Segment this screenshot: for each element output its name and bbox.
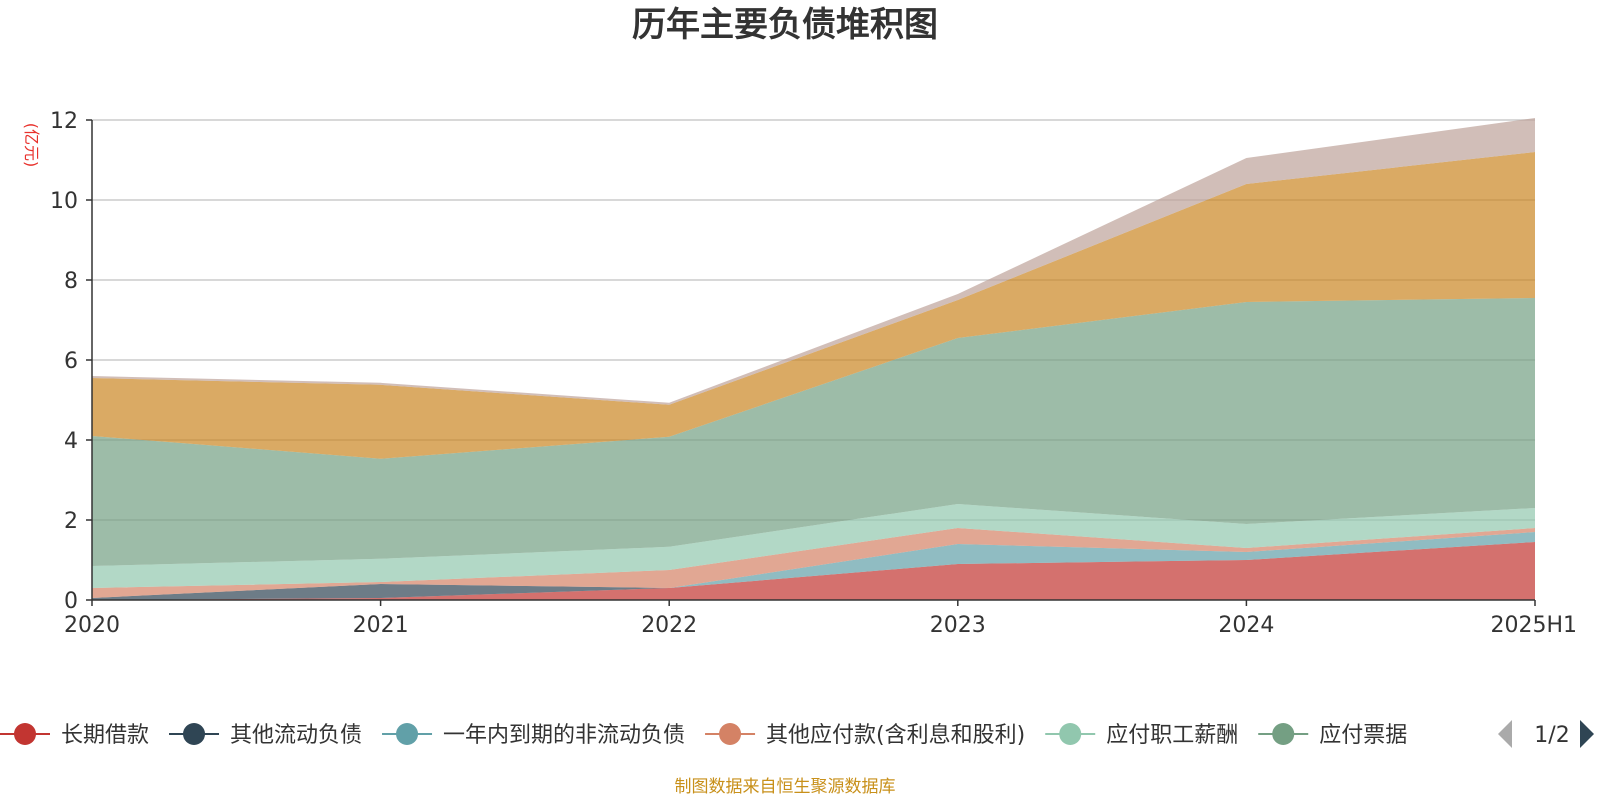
legend-items: 长期借款 其他流动负债 一年内到期的非流动负债 其他应付款(含利息和股利) 应付职工薪酬… [0,723,1407,748]
area-6 [92,152,1535,459]
legend-next-icon[interactable] [1580,720,1594,748]
legend-pager: 1/2 [1498,720,1594,748]
legend-marker-0 [14,723,36,745]
x-tick-label-5: 2025H1 [1490,613,1577,638]
legend-label-3: 其他应付款(含利息和股利) [766,723,1025,748]
y-tick-label-5: 10 [50,189,78,214]
legend-label-5: 应付票据 [1319,723,1407,748]
y-tick-label-3: 6 [64,349,78,374]
x-tick-label-3: 2023 [930,613,986,638]
legend: 长期借款 其他流动负债 一年内到期的非流动负债 其他应付款(含利息和股利) 应付职工薪酬… [0,723,1407,748]
legend-prev-icon[interactable] [1498,720,1512,748]
area-4 [92,504,1535,588]
y-axis-unit-label: (亿元) [22,123,41,168]
data-source-note: 制图数据来自恒生聚源数据库 [675,777,896,797]
legend-item-5[interactable]: 应付票据 [1258,723,1407,748]
legend-label-1: 其他流动负债 [230,723,362,748]
area-1 [92,542,1535,600]
legend-label-2: 一年内到期的非流动负债 [443,723,685,748]
x-tick-label-0: 2020 [64,613,120,638]
area-series [92,118,1535,600]
area-5 [92,298,1535,566]
area-7 [92,118,1535,405]
x-tick-label-4: 2024 [1218,613,1274,638]
legend-marker-4 [1059,723,1082,745]
y-tick-label-6: 12 [50,109,78,134]
legend-item-2[interactable]: 一年内到期的非流动负债 [382,723,685,748]
area-3 [92,528,1535,598]
legend-item-0[interactable]: 长期借款 [0,723,149,748]
legend-label-0: 长期借款 [61,723,149,748]
chart-title: 历年主要负债堆积图 [632,5,938,45]
area-0 [92,542,1535,600]
legend-label-4: 应付职工薪酬 [1106,723,1238,748]
legend-item-3[interactable]: 其他应付款(含利息和股利) [705,723,1025,748]
legend-item-1[interactable]: 其他流动负债 [169,723,362,748]
legend-marker-3 [719,723,742,745]
y-tick-label-0: 0 [64,589,78,614]
y-tick-label-4: 8 [64,269,78,294]
legend-marker-5 [1272,723,1295,745]
legend-page-indicator: 1/2 [1534,723,1569,748]
legend-marker-2 [396,723,419,745]
axes: 0 2 4 6 8 10 12 2020 2021 2022 2023 2024 2025H1 [50,109,1577,638]
y-tick-label-2: 4 [64,429,78,454]
x-tick-label-2: 2022 [641,613,697,638]
legend-item-4[interactable]: 应付职工薪酬 [1045,723,1238,748]
legend-marker-1 [183,723,206,745]
y-tick-label-1: 2 [64,509,78,534]
x-tick-label-1: 2021 [353,613,409,638]
